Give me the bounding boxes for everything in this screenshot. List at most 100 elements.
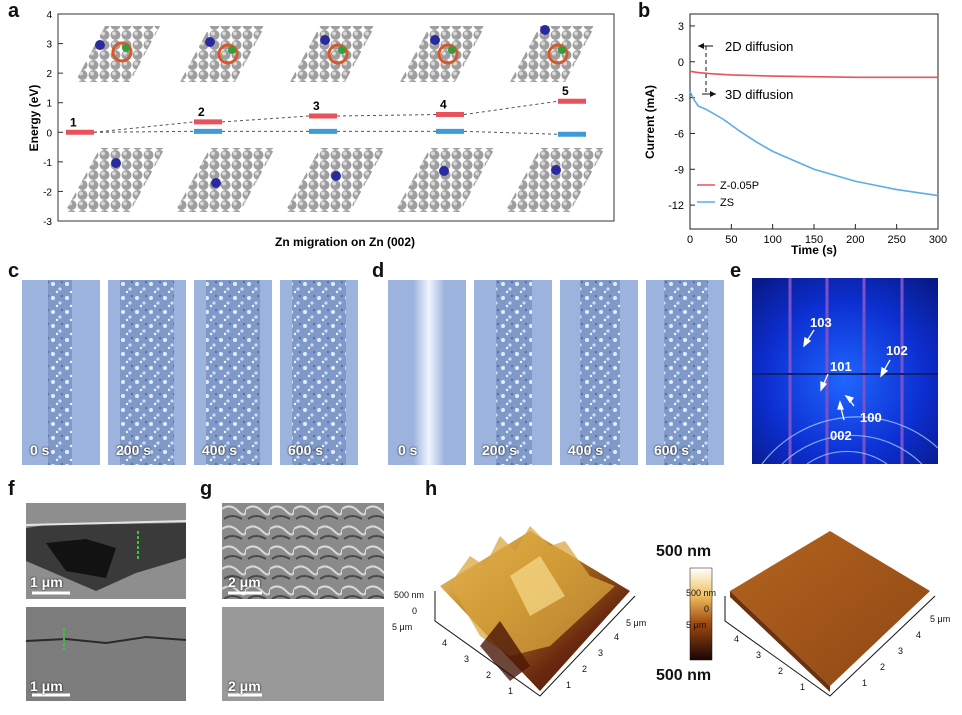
panel-label-c: c <box>8 260 20 282</box>
chart-xtick-label-3: 150 <box>805 234 823 246</box>
panel-g-sem <box>222 503 384 701</box>
afm-right-ticks-a: 4 3 2 1 <box>734 634 805 692</box>
miller-002: 002 <box>830 428 852 443</box>
state-number-3: 3 <box>313 99 320 113</box>
panel-label-a: a <box>8 0 20 22</box>
bottom-slabs <box>65 148 605 212</box>
afm-left-ticks-b: 4 3 2 1 <box>566 632 619 690</box>
chart-legend: Z-0.05P ZS <box>697 180 759 209</box>
panel-d-frame-2 <box>474 280 552 465</box>
panel-b-chart: 3 0 -3 -6 -9 -12 0 50 100 150 200 250 300 Current (… <box>643 13 947 257</box>
panel-d-frame-1 <box>388 280 466 465</box>
panel-a-ylabel: Energy (eV) <box>27 85 41 152</box>
panel-e-diffraction: 103 101 102 100 002 <box>752 278 938 464</box>
slab-top-3 <box>290 26 375 82</box>
miller-103: 103 <box>810 315 832 330</box>
afm-right-z-label: 500 nm <box>686 588 716 598</box>
chart-ytick-label-4: -9 <box>674 164 684 176</box>
slab-top-4 <box>400 26 485 82</box>
panel-c: 0 s 200 s 400 s 600 s <box>22 280 372 465</box>
panel-d-time-600: 600 s <box>654 442 690 458</box>
chart-ytick-label-0: 3 <box>678 21 684 33</box>
panel-c-frame-1 <box>22 280 100 465</box>
panel-d: 0 s 200 s 400 s 600 s <box>388 280 728 465</box>
panel-c-frame-4 <box>280 280 358 465</box>
panel-a-ytick-label-5: -1 <box>43 158 52 169</box>
panel-f-sem <box>26 503 186 701</box>
afm-left-unit-left: 5 μm <box>392 622 412 632</box>
blue-path-1 <box>93 130 195 133</box>
diffusion-annotations: 2D diffusion 3D diffusion <box>698 39 793 102</box>
chart-series <box>689 70 939 197</box>
afm-right-ticks-b: 4 3 2 1 <box>862 630 921 688</box>
chart-xtick-label-0: 0 <box>687 234 693 246</box>
red-path-4 <box>463 100 559 116</box>
chart-frame <box>689 13 939 230</box>
state-number-5: 5 <box>562 84 569 98</box>
state-number-1: 1 <box>70 115 77 129</box>
panel-c-time-200: 200 s <box>116 442 152 458</box>
chart-xlabel: Time (s) <box>791 243 837 257</box>
slab-top-1 <box>75 26 160 82</box>
slab-top-2 <box>180 26 265 82</box>
slab-bottom-4 <box>395 148 495 212</box>
panel-g-scale-bottom: 2 μm <box>228 678 261 694</box>
panel-label-e: e <box>730 260 742 282</box>
diffraction-rings <box>761 416 938 464</box>
panel-c-time-400: 400 s <box>202 442 238 458</box>
chart-xtick-label-6: 300 <box>929 234 947 246</box>
panel-f-scale-top: 1 μm <box>30 574 63 590</box>
colorbar-bottom-label: 500 nm <box>656 667 711 684</box>
chart-yticks: 3 0 -3 -6 -9 -12 <box>668 21 695 212</box>
panel-h-afm: 500 nm 0 5 μm 5 μm 4 3 2 1 4 3 2 1 500 n… <box>392 526 950 697</box>
panel-f-scale-bottom: 1 μm <box>30 678 63 694</box>
chart-ytick-label-5: -12 <box>668 200 684 212</box>
panel-a-ytick-label-3: 1 <box>46 99 52 110</box>
svg-text:2: 2 <box>582 664 587 674</box>
chart-xtick-label-4: 200 <box>846 234 864 246</box>
panel-label-h: h <box>425 478 438 500</box>
chart-xtick-label-2: 100 <box>763 234 781 246</box>
red-path-1 <box>93 121 195 133</box>
svg-text:3: 3 <box>756 650 761 660</box>
annotation-3d: 3D diffusion <box>725 87 793 102</box>
svg-text:2: 2 <box>778 666 783 676</box>
panel-a-ytick-label-0: 4 <box>46 10 52 21</box>
chart-xticks: 0 50 100 150 200 250 300 <box>687 224 947 246</box>
ring-arrows <box>803 329 891 421</box>
afm-left-ticks-a: 4 3 2 1 <box>442 638 513 696</box>
afm-right-unit-right: 5 μm <box>930 614 950 624</box>
panel-d-frame-3 <box>560 280 638 465</box>
miller-102: 102 <box>886 343 908 358</box>
panel-d-time-200: 200 s <box>482 442 518 458</box>
state-number-4: 4 <box>440 98 447 112</box>
svg-text:1: 1 <box>508 686 513 696</box>
afm-left-z-zero: 0 <box>412 606 417 616</box>
afm-right-unit-left: 5 μm <box>686 620 706 630</box>
svg-text:1: 1 <box>566 680 571 690</box>
annotation-2d: 2D diffusion <box>725 39 793 54</box>
svg-text:4: 4 <box>614 632 619 642</box>
afm-left-z-label: 500 nm <box>394 590 424 600</box>
panel-label-d: d <box>372 260 385 282</box>
panel-a-yticks: 4 3 2 1 0 -1 -2 -3 <box>43 10 63 228</box>
panel-label-g: g <box>200 478 213 500</box>
panel-d-time-400: 400 s <box>568 442 604 458</box>
svg-text:4: 4 <box>916 630 921 640</box>
chart-ytick-label-2: -3 <box>674 93 684 105</box>
panel-c-time-600: 600 s <box>288 442 324 458</box>
panel-c-frame-3 <box>194 280 272 465</box>
panel-g-scale-top: 2 μm <box>228 574 261 590</box>
svg-text:2: 2 <box>880 662 885 672</box>
svg-text:4: 4 <box>734 634 739 644</box>
slab-bottom-3 <box>285 148 385 212</box>
legend-label-Z-0.05P: Z-0.05P <box>720 180 759 192</box>
blue-path-4 <box>463 130 559 135</box>
energy-levels: 1 2 3 4 5 <box>66 84 586 137</box>
svg-text:3: 3 <box>898 646 903 656</box>
panel-d-time-0: 0 s <box>398 442 418 458</box>
top-slabs <box>75 25 595 82</box>
miller-101: 101 <box>830 359 852 374</box>
svg-text:3: 3 <box>464 654 469 664</box>
legend-label-ZS: ZS <box>720 197 734 209</box>
